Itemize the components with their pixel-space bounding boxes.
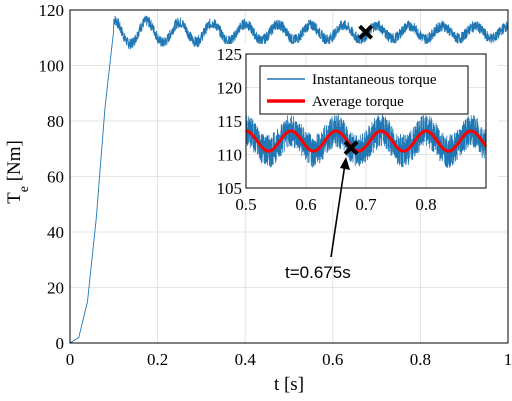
annotation-label: t=0.675s [285, 263, 351, 282]
inset-series-instantaneous-torque [245, 114, 487, 168]
legend: Instantaneous torque Average torque [259, 65, 469, 115]
main-x-tick-label: 0.6 [322, 350, 343, 369]
inset-y-tick-label: 105 [217, 179, 243, 198]
y-axis-label: Te [Nm] [4, 140, 32, 204]
main-y-tick-label: 100 [39, 57, 65, 76]
main-plot-frame [69, 9, 509, 344]
inset-y-tick-label: 110 [217, 146, 242, 165]
main-y-tick-label: 80 [47, 112, 64, 131]
inset-series-group [245, 114, 488, 168]
legend-box [259, 65, 469, 115]
inset-x-tick-label: 0.6 [295, 195, 316, 214]
inset-x-tick-label: 0.8 [415, 195, 436, 214]
main-marker-stroke-b [358, 24, 374, 40]
annotation-arrow-head [340, 157, 350, 170]
main-x-tick-label: 0.2 [147, 350, 168, 369]
main-series-group [69, 15, 509, 344]
main-x-tick-label: 0.4 [235, 350, 257, 369]
inset-marker-group [343, 140, 359, 156]
legend-label-average: Average torque [312, 94, 404, 110]
x-axis-label: t [s] [274, 374, 304, 395]
main-y-tick-label: 20 [47, 279, 64, 298]
main-tick-labels: 0 0.2 0.4 0.6 0.8 1 0 20 40 60 80 100 120 [39, 1, 512, 369]
annotation-arrow [330, 157, 350, 258]
inset-y-tick-label: 120 [217, 79, 243, 98]
y-axis-label-main: T [4, 192, 25, 204]
inset-marker-stroke-b [343, 140, 359, 156]
inset-x-tick-label: 0.5 [235, 195, 256, 214]
main-series-instantaneous-torque [69, 15, 509, 344]
legend-label-instantaneous: Instantaneous torque [312, 72, 437, 88]
inset-y-tick-label: 115 [217, 112, 242, 131]
main-x-tick-label: 0.8 [410, 350, 431, 369]
main-x-tick-label: 0 [66, 350, 75, 369]
inset-x-tick-label: 0.7 [355, 195, 377, 214]
main-y-tick-label: 40 [47, 223, 64, 242]
main-y-tick-label: 0 [56, 334, 65, 353]
inset-plot-frame [245, 53, 487, 189]
main-y-tick-label: 120 [39, 1, 65, 20]
y-axis-label-unit: [Nm] [4, 140, 25, 186]
main-y-tick-label: 60 [47, 168, 64, 187]
inset-series-average-torque [246, 129, 488, 153]
main-x-tick-label: 1 [504, 350, 512, 369]
inset-y-tick-label: 125 [217, 45, 243, 64]
inset-tick-labels: 0.5 0.6 0.7 0.8 105 110 115 120 125 [217, 45, 437, 214]
main-marker-group [358, 24, 374, 40]
y-axis-label-sub: e [17, 186, 32, 192]
annotation-arrow-line [330, 163, 346, 258]
